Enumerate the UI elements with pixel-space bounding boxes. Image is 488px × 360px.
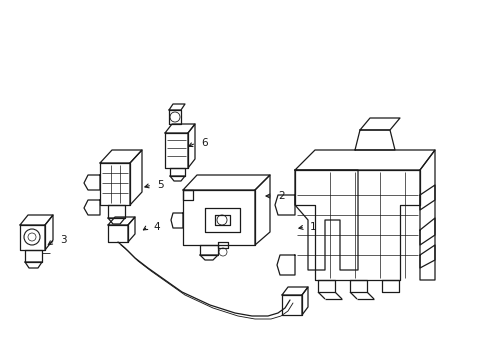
Text: 1: 1	[309, 222, 316, 232]
Text: 4: 4	[153, 222, 159, 232]
Text: 2: 2	[278, 191, 284, 201]
Text: 5: 5	[157, 180, 163, 190]
Text: 6: 6	[201, 138, 207, 148]
Text: 3: 3	[60, 235, 66, 245]
